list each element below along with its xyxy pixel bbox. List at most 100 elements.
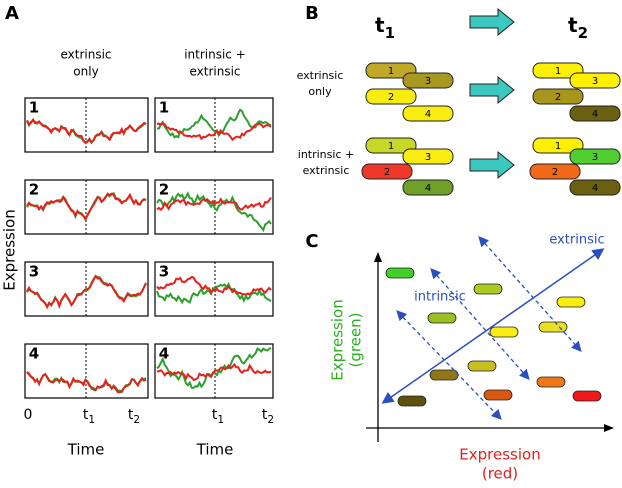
cell-dot bbox=[429, 369, 459, 381]
x-tick: t2 bbox=[262, 407, 274, 426]
x-tick: 0 bbox=[24, 407, 33, 423]
row-label: extrinsic bbox=[297, 69, 344, 82]
cell-dot bbox=[536, 376, 566, 388]
cell-dot bbox=[397, 395, 427, 407]
cell-dot bbox=[385, 267, 415, 279]
cell-dot bbox=[556, 296, 586, 308]
cell bbox=[365, 88, 417, 105]
cell-dot bbox=[427, 312, 457, 324]
cell-number: 4 bbox=[425, 109, 431, 120]
cell bbox=[569, 179, 621, 196]
x-tick-sub: 1 bbox=[88, 414, 95, 426]
red-trace bbox=[156, 275, 272, 296]
cell bbox=[365, 62, 417, 79]
cell-dot bbox=[467, 360, 497, 372]
time-label-main: t bbox=[375, 13, 385, 37]
trace-number: 4 bbox=[29, 345, 39, 363]
x-tick-main: t bbox=[212, 407, 218, 423]
panel-label: A bbox=[5, 3, 19, 24]
trace-number: 1 bbox=[159, 99, 169, 117]
x-tick-main: t bbox=[128, 407, 134, 423]
y-axis-head bbox=[374, 252, 382, 262]
y-axis-label: Expression bbox=[1, 209, 19, 290]
cell-dot bbox=[483, 389, 513, 401]
cell-number: 1 bbox=[555, 66, 561, 77]
cell-number: 1 bbox=[388, 141, 394, 152]
cell bbox=[532, 137, 584, 154]
x-axis-label: Time bbox=[67, 441, 105, 459]
trace-number: 3 bbox=[159, 263, 169, 281]
red-trace bbox=[156, 122, 272, 142]
x-axis-label: Time bbox=[196, 441, 234, 459]
cell bbox=[529, 163, 581, 180]
cell-dot bbox=[572, 390, 602, 402]
x-tick-sub: 2 bbox=[133, 414, 140, 426]
cell bbox=[402, 105, 454, 122]
cell-number: 2 bbox=[555, 92, 561, 103]
cell bbox=[361, 163, 413, 180]
cell-number: 4 bbox=[592, 109, 598, 120]
column-header: intrinsic + bbox=[184, 48, 246, 62]
column-header: extrinsic bbox=[60, 48, 111, 62]
red-trace bbox=[156, 362, 272, 382]
cell-number: 3 bbox=[425, 76, 431, 87]
x-axis-head bbox=[604, 424, 614, 432]
time-label: t1 bbox=[375, 13, 395, 42]
time-label: t2 bbox=[568, 13, 588, 42]
row-label: intrinsic + bbox=[298, 148, 354, 161]
trace-number: 2 bbox=[159, 181, 169, 199]
red-trace bbox=[26, 274, 147, 310]
arrow-label: intrinsic bbox=[414, 290, 466, 305]
cell bbox=[402, 148, 454, 165]
cell-number: 4 bbox=[592, 183, 598, 194]
time-arrow bbox=[469, 75, 515, 105]
red-trace bbox=[26, 117, 147, 144]
red-trace bbox=[26, 192, 147, 222]
time-label-sub: 2 bbox=[578, 24, 588, 42]
time-label-main: t bbox=[568, 13, 578, 37]
cell-number: 3 bbox=[592, 152, 598, 163]
cell-number: 1 bbox=[555, 141, 561, 152]
cell-number: 3 bbox=[592, 76, 598, 87]
panel-label: B bbox=[305, 3, 319, 24]
cell-number: 2 bbox=[388, 92, 394, 103]
panel-label: C bbox=[305, 231, 318, 252]
arrow-label: extrinsic bbox=[549, 233, 604, 248]
x-axis-label: (red) bbox=[482, 465, 518, 483]
cell-dot bbox=[473, 283, 503, 295]
extrinsic-arrow bbox=[381, 248, 605, 404]
trace-box bbox=[154, 97, 274, 153]
cell bbox=[402, 179, 454, 196]
green-trace bbox=[156, 191, 272, 233]
x-axis-label: Expression bbox=[459, 446, 540, 464]
column-header: only bbox=[73, 65, 98, 79]
trace-number: 1 bbox=[29, 99, 39, 117]
x-tick-main: t bbox=[262, 407, 268, 423]
time-arrow bbox=[469, 150, 515, 180]
cell bbox=[569, 72, 621, 89]
trace-number: 2 bbox=[29, 181, 39, 199]
x-tick-main: 0 bbox=[24, 407, 33, 423]
cell bbox=[532, 88, 584, 105]
red-trace bbox=[26, 370, 147, 394]
x-tick-sub: 1 bbox=[217, 414, 224, 426]
time-arrow bbox=[469, 7, 515, 37]
cell bbox=[569, 148, 621, 165]
x-tick: t2 bbox=[128, 407, 140, 426]
cell-dot bbox=[538, 321, 568, 333]
cell-number: 2 bbox=[552, 167, 558, 178]
cell bbox=[402, 72, 454, 89]
intrinsic-arrow bbox=[396, 310, 502, 420]
cell bbox=[365, 137, 417, 154]
trace-number: 3 bbox=[29, 263, 39, 281]
column-header: extrinsic bbox=[189, 65, 240, 79]
trace-number: 4 bbox=[159, 345, 169, 363]
x-tick: t1 bbox=[212, 407, 224, 426]
cell-number: 1 bbox=[388, 66, 394, 77]
x-tick-sub: 2 bbox=[267, 414, 274, 426]
y-axis-label: (green) bbox=[347, 312, 365, 367]
cell bbox=[569, 105, 621, 122]
cell bbox=[532, 62, 584, 79]
y-axis-label: Expression bbox=[329, 299, 347, 380]
